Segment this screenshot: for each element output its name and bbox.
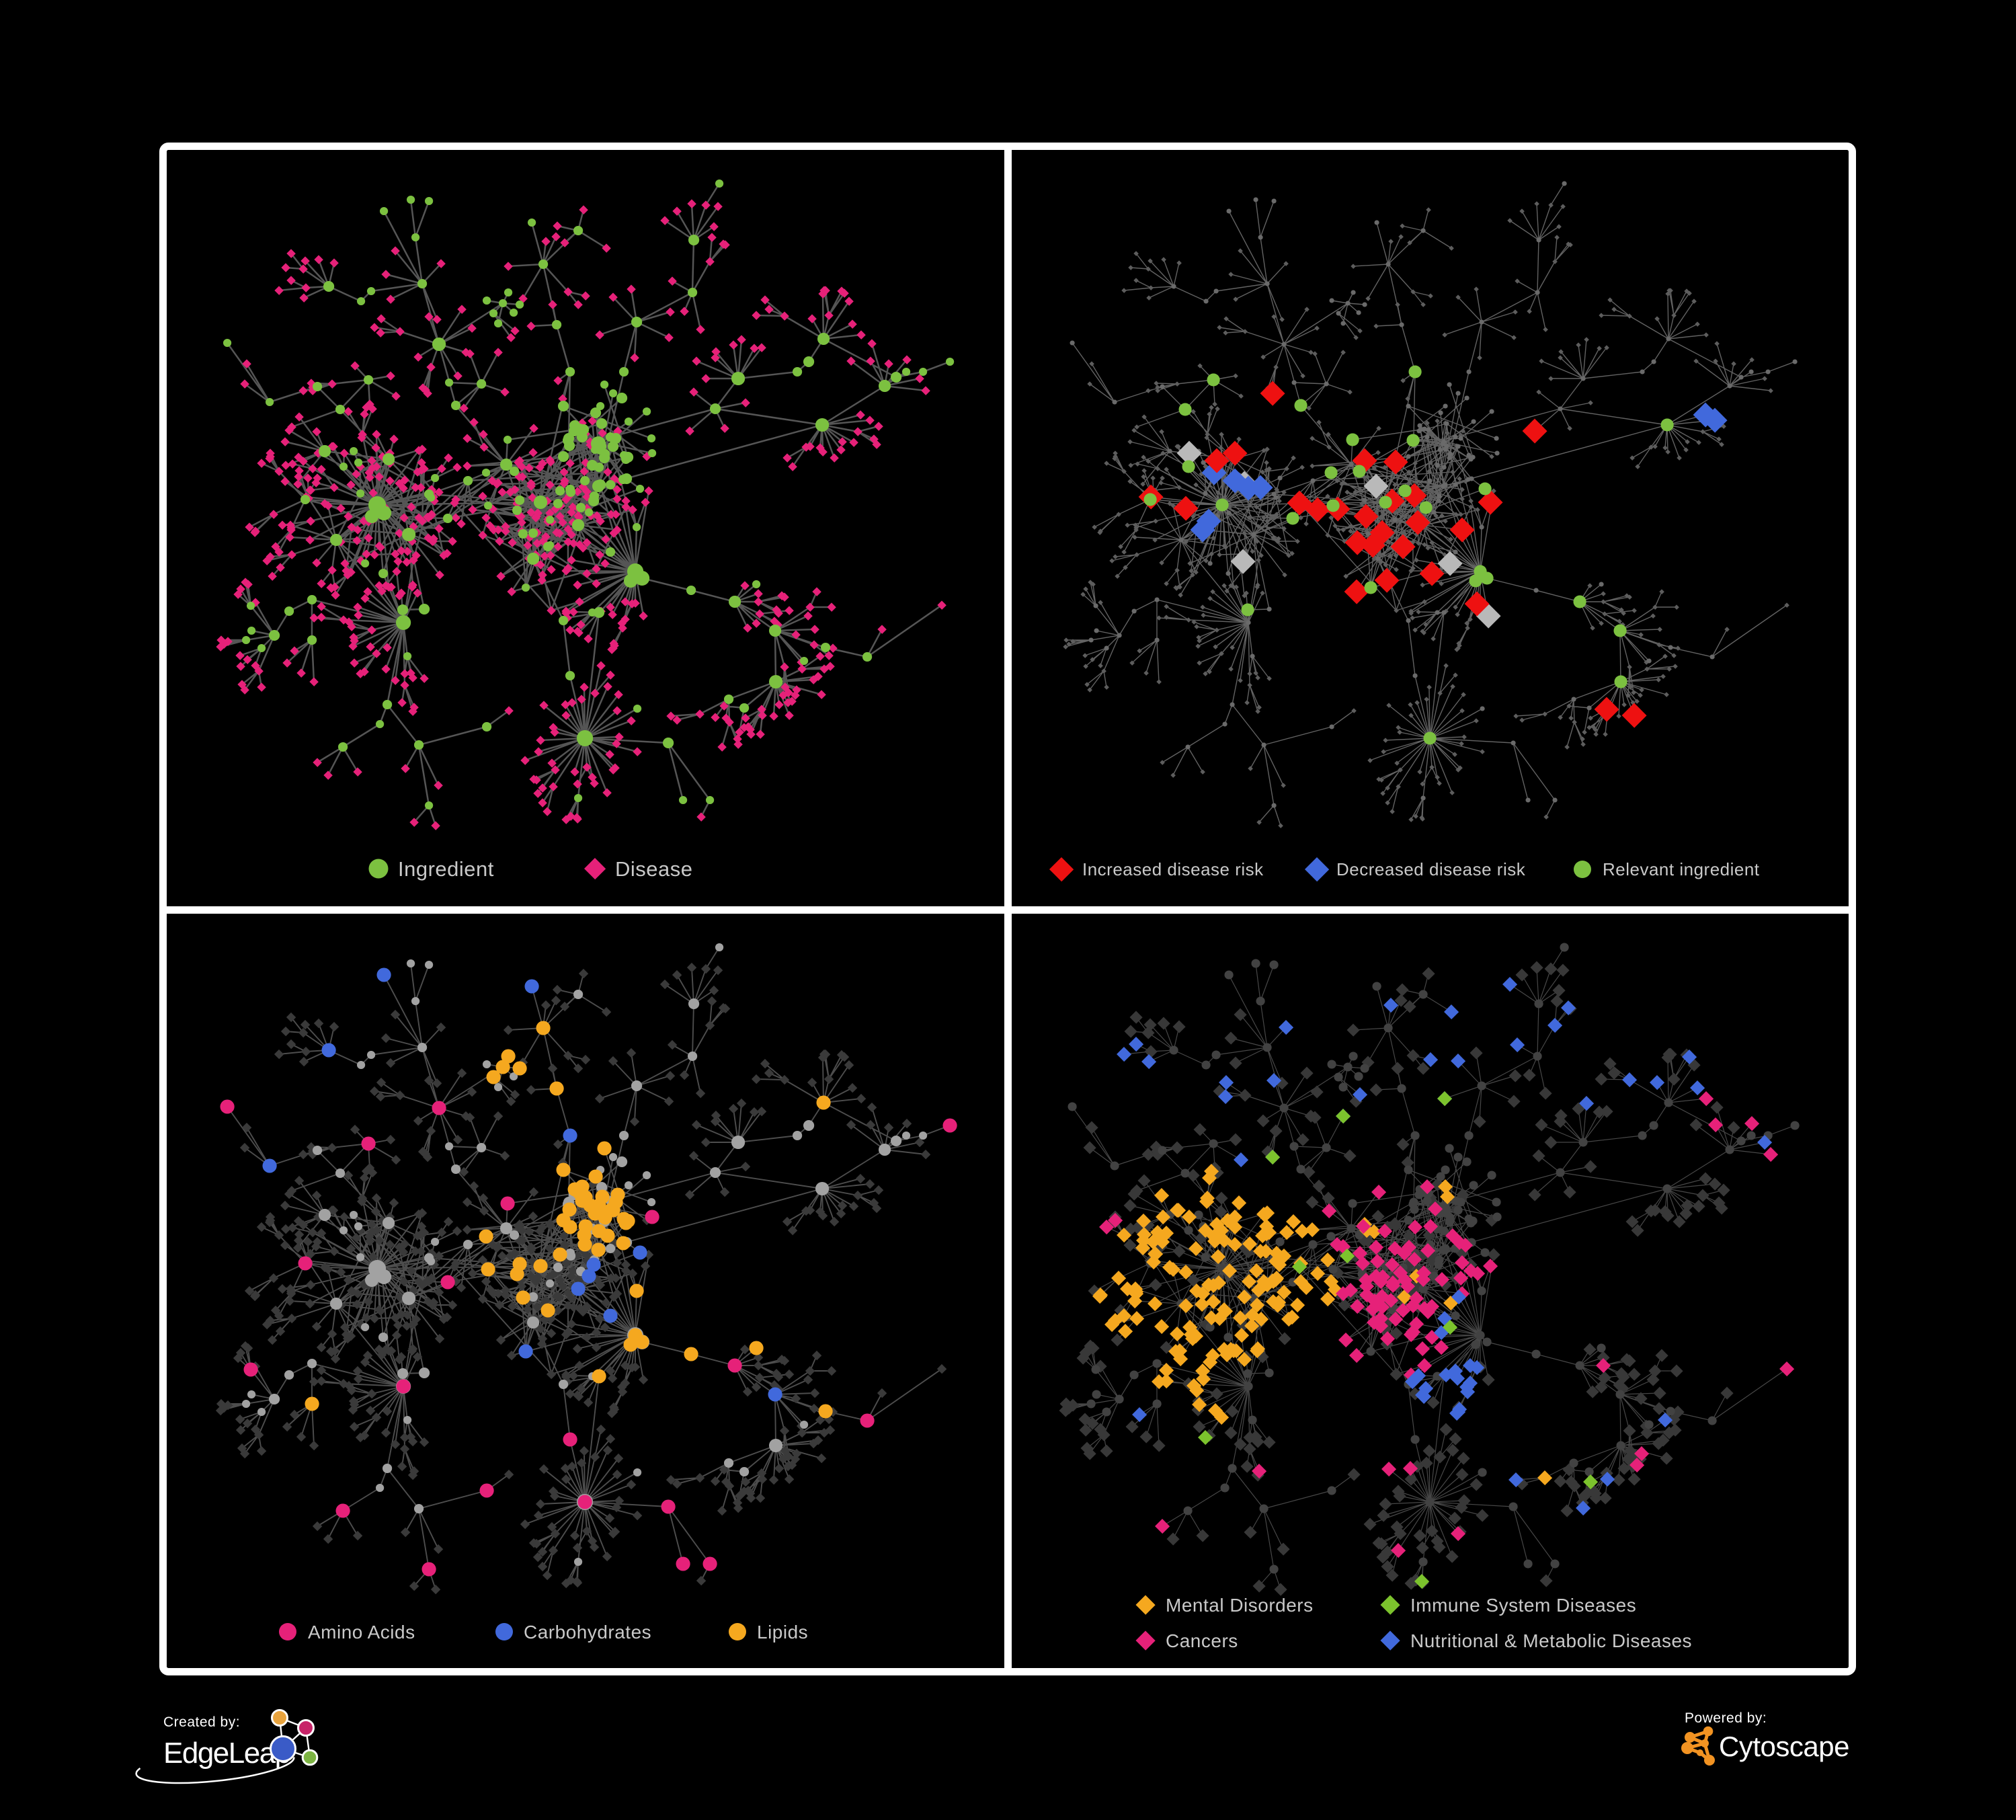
svg-text:Carbohydrates: Carbohydrates xyxy=(524,1622,651,1643)
svg-text:EdgeLeap: EdgeLeap xyxy=(163,1737,290,1770)
svg-text:Nutritional & Metabolic Diseas: Nutritional & Metabolic Diseases xyxy=(1410,1630,1692,1651)
svg-text:Ingredient: Ingredient xyxy=(398,857,494,881)
svg-text:Relevant ingredient: Relevant ingredient xyxy=(1603,859,1760,879)
svg-text:Cancers: Cancers xyxy=(1166,1630,1238,1651)
svg-text:Lipids: Lipids xyxy=(757,1622,808,1643)
svg-text:Mental Disorders: Mental Disorders xyxy=(1166,1595,1314,1616)
svg-text:Amino Acids: Amino Acids xyxy=(308,1622,415,1643)
svg-text:Increased disease risk: Increased disease risk xyxy=(1082,859,1264,879)
svg-text:Created by:: Created by: xyxy=(163,1714,240,1730)
svg-text:Disease: Disease xyxy=(615,857,693,881)
svg-text:Cytoscape: Cytoscape xyxy=(1719,1731,1849,1762)
svg-text:Powered by:: Powered by: xyxy=(1685,1710,1767,1726)
svg-text:Decreased disease risk: Decreased disease risk xyxy=(1336,859,1526,879)
svg-text:Immune System Diseases: Immune System Diseases xyxy=(1410,1595,1636,1616)
